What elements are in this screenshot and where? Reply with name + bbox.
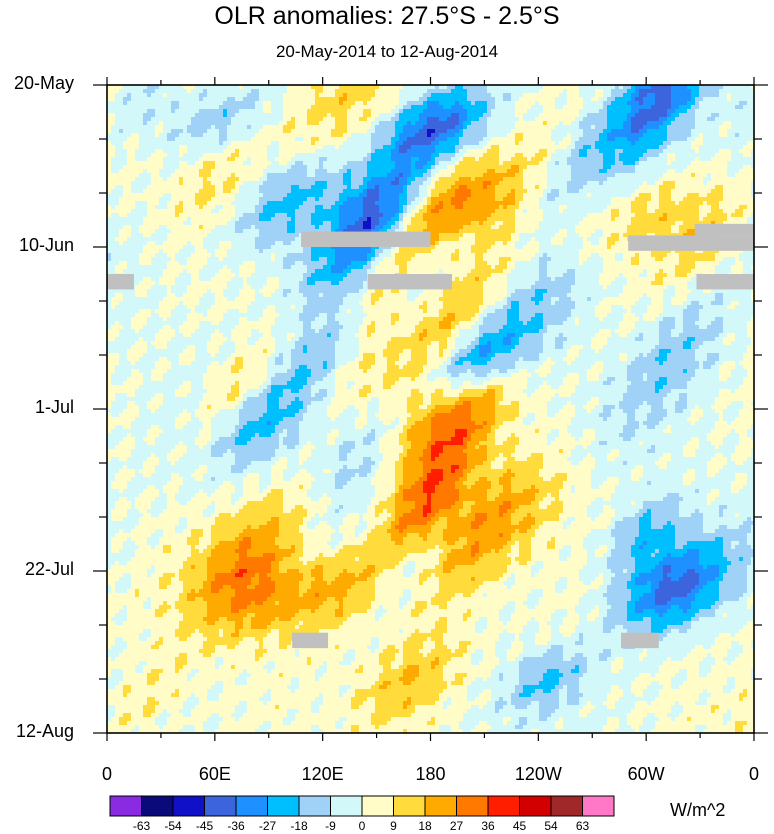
x-tick-label: 0 bbox=[714, 764, 774, 785]
colorbar-swatch bbox=[298, 795, 331, 817]
colorbar-label: -9 bbox=[311, 819, 351, 833]
missing-data-box bbox=[107, 274, 134, 290]
y-tick-label: 1-Jul bbox=[0, 397, 74, 418]
colorbar-swatch bbox=[267, 795, 300, 817]
colorbar-label: 9 bbox=[374, 819, 414, 833]
colorbar-swatch bbox=[550, 795, 583, 817]
colorbar-swatch bbox=[235, 795, 268, 817]
colorbar-swatch bbox=[582, 795, 615, 817]
colorbar-swatch bbox=[172, 795, 205, 817]
colorbar-label: 45 bbox=[500, 819, 540, 833]
colorbar-swatch bbox=[204, 795, 237, 817]
missing-data-box bbox=[696, 274, 754, 290]
x-tick-label: 180 bbox=[391, 764, 471, 785]
colorbar-swatch bbox=[519, 795, 552, 817]
colorbar-swatch bbox=[141, 795, 174, 817]
colorbar-label: 36 bbox=[468, 819, 508, 833]
missing-data-box bbox=[628, 235, 754, 251]
colorbar-units: W/m^2 bbox=[670, 800, 725, 821]
missing-data-box bbox=[292, 632, 329, 649]
colorbar-label: -36 bbox=[216, 819, 256, 833]
colorbar-label: 63 bbox=[563, 819, 603, 833]
colorbar-label: 54 bbox=[531, 819, 571, 833]
x-tick-label: 0 bbox=[67, 764, 147, 785]
y-tick-label: 10-Jun bbox=[0, 235, 74, 256]
missing-data-box bbox=[621, 632, 659, 649]
missing-data-box bbox=[694, 223, 754, 236]
x-tick-label: 120W bbox=[498, 764, 578, 785]
colorbar-swatch bbox=[361, 795, 394, 817]
colorbar-label: -27 bbox=[248, 819, 288, 833]
colorbar-swatch bbox=[487, 795, 520, 817]
missing-data-box bbox=[367, 274, 453, 290]
x-tick-label: 60E bbox=[175, 764, 255, 785]
chart-title: OLR anomalies: 27.5°S - 2.5°S bbox=[0, 2, 774, 31]
colorbar-label: 18 bbox=[405, 819, 445, 833]
missing-data-box bbox=[301, 231, 431, 247]
heatmap-field bbox=[107, 85, 754, 733]
colorbar-swatch bbox=[330, 795, 363, 817]
colorbar-label: -18 bbox=[279, 819, 319, 833]
colorbar-swatch bbox=[424, 795, 457, 817]
colorbar-swatch bbox=[456, 795, 489, 817]
colorbar-swatch bbox=[393, 795, 426, 817]
colorbar-label: -63 bbox=[122, 819, 162, 833]
colorbar-label: -54 bbox=[153, 819, 193, 833]
y-tick-label: 20-May bbox=[0, 73, 74, 94]
x-tick-label: 60W bbox=[606, 764, 686, 785]
y-tick-label: 12-Aug bbox=[0, 721, 74, 742]
colorbar-swatch bbox=[109, 795, 142, 817]
colorbar-label: 27 bbox=[437, 819, 477, 833]
colorbar-label: 0 bbox=[342, 819, 382, 833]
y-tick-label: 22-Jul bbox=[0, 559, 74, 580]
chart-subtitle: 20-May-2014 to 12-Aug-2014 bbox=[0, 42, 774, 62]
colorbar-label: -45 bbox=[185, 819, 225, 833]
x-tick-label: 120E bbox=[283, 764, 363, 785]
